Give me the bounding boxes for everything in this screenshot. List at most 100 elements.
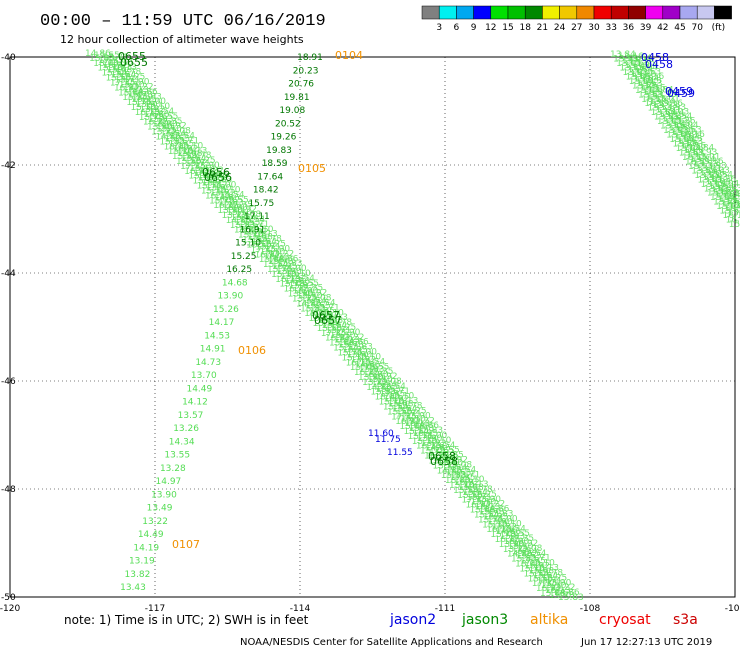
footer-agency: NOAA/NESDIS Center for Satellite Applica… xyxy=(240,637,543,648)
swh-value-pass-a: 16.92 xyxy=(255,250,281,260)
swh-value-pass-a: 16.92 xyxy=(161,122,187,132)
colorbar-swatch xyxy=(610,5,629,20)
swh-value-pass-a: 15.83 xyxy=(347,343,373,353)
colorbar-label: 45 xyxy=(674,23,685,33)
swh-value-pass-b: 20.52 xyxy=(275,119,301,129)
swh-value-pass-a: 15.08 xyxy=(235,210,261,220)
colorbar-label: 36 xyxy=(623,23,635,33)
colorbar-swatch xyxy=(628,5,646,20)
swh-value-pass-a: 13.90 xyxy=(335,328,361,338)
swh-value-pass-a: 14.86 xyxy=(144,110,170,120)
pass-time-label-jason2: 0458 xyxy=(645,58,673,71)
swh-value-pass-a: 13.90 xyxy=(276,267,302,277)
swh-value-pass-a: 15.78 xyxy=(209,196,235,206)
swh-value-pass-a: 15.10 xyxy=(529,559,555,569)
swh-value-pass-a: 15.71 xyxy=(384,387,410,397)
colorbar-label: 18 xyxy=(519,23,531,33)
swh-value-pass-b: 19.26 xyxy=(271,133,297,143)
swh-value-pass-c: 16.3 xyxy=(682,135,702,145)
swh-value-pass-c: 13.84 xyxy=(729,202,740,212)
swh-value-pass-b: 18.42 xyxy=(253,186,279,196)
swh-value-pass-a: 17.35 xyxy=(180,162,206,172)
x-tick-label: -105 xyxy=(725,604,740,614)
swh-value-pass-a: 15.54 xyxy=(169,132,195,142)
pass-time-label: 0655 xyxy=(118,50,146,63)
swh-value-pass-a: 15.78 xyxy=(420,447,446,457)
swh-value-pass-a: 14.86 xyxy=(85,49,111,59)
swh-value-pass-a: 15.71 xyxy=(197,182,223,192)
swh-value-pass-c: 13.93 xyxy=(692,148,718,158)
swh-value-pass-c: 13.93 xyxy=(660,103,686,113)
swh-value-pass-a: 17.35 xyxy=(227,200,253,210)
swh-value-pass-a: 15.08 xyxy=(317,316,343,326)
y-tick-label: -50 xyxy=(1,593,16,603)
swh-value-pass-a: 15.08 xyxy=(470,506,496,516)
swh-value-pass-a: 16.92 xyxy=(395,417,421,427)
swh-value-pass-a: 13.90 xyxy=(487,517,513,527)
swh-value-pass-b: 13.90 xyxy=(217,292,243,302)
swh-value-pass-b: 13.49 xyxy=(147,504,173,514)
swh-value-pass-a: 15.08 xyxy=(399,422,425,432)
swh-value-pass-a: 16.13 xyxy=(545,586,571,596)
swh-value-pass-c: 13.84 xyxy=(691,166,717,176)
swh-value-pass-c: 13.93 xyxy=(701,161,727,171)
legend-jason2: jason2 xyxy=(389,612,436,628)
swh-value-pass-a: 16.92 xyxy=(231,205,257,215)
swh-value-pass-c: 13.16 xyxy=(701,180,727,190)
swh-value-pass-b: 18.59 xyxy=(262,159,288,169)
swh-value-pass-a: 15.10 xyxy=(97,64,123,74)
swh-value-pass-c: 15.26 xyxy=(710,175,736,185)
swh-value-pass-a: 15.10 xyxy=(519,564,545,574)
colorbar-label: 30 xyxy=(588,23,600,33)
swh-value-pass-a: 13.90 xyxy=(264,244,290,254)
colorbar-label: 24 xyxy=(554,23,566,33)
swh-value-pass-c: 13.16 xyxy=(619,63,645,73)
swh-value-pass-c: 13.93 xyxy=(621,56,647,66)
swh-value-pass-c: 15.04 xyxy=(673,121,699,131)
swh-value-pass-a: 15.78 xyxy=(490,530,516,540)
swh-value-pass-c: 13.93 xyxy=(693,159,719,169)
swh-value-pass-a: 15.10 xyxy=(297,292,323,302)
swh-value-pass-a: 13.22 xyxy=(128,82,154,92)
swh-value-pass-a: 16.92 xyxy=(454,478,480,488)
swh-value-pass-a: 16.25 xyxy=(260,240,286,250)
swh-value-pass-a: 15.54 xyxy=(219,190,245,200)
swh-value-pass-a: 13.90 xyxy=(346,350,372,360)
swh-value-pass-a: 14.86 xyxy=(484,505,510,515)
swh-value-pass-c: 15.26 xyxy=(671,128,697,138)
swh-value-pass-a: 16.25 xyxy=(120,73,146,83)
swh-value-pass-b: 19.08 xyxy=(279,106,305,116)
swh-value-pass-a: 16.13 xyxy=(123,85,149,95)
swh-value-pass-a: 16.92 xyxy=(466,501,492,511)
swh-value-pass-c: 13.93 xyxy=(663,126,689,136)
swh-value-pass-c: 15.04 xyxy=(674,133,700,143)
swh-value-pass-a: 16.13 xyxy=(135,108,161,118)
swh-value-pass-a: 15.54 xyxy=(371,380,397,390)
swh-value-pass-a: 15.54 xyxy=(441,463,467,473)
swh-value-pass-a: 17.35 xyxy=(379,390,405,400)
swh-value-pass-a: 16.92 xyxy=(173,144,199,154)
colorbar-swatch xyxy=(645,5,664,20)
swh-value-pass-a: 15.78 xyxy=(537,568,563,578)
swh-value-pass-a: 16.13 xyxy=(322,313,348,323)
swh-value-pass-c: 15.04 xyxy=(632,63,658,73)
swh-value-pass-c: 13.01 xyxy=(657,117,683,127)
swh-value-pass-a: 15.55 xyxy=(176,157,202,167)
swh-value-pass-c: 15 xyxy=(688,162,699,172)
colorbar-swatch xyxy=(714,5,732,20)
swh-value-pass-a: 16.92 xyxy=(302,289,328,299)
swh-value-pass-c: 15.26 xyxy=(631,70,657,80)
swh-value-pass-a: 17.35 xyxy=(157,117,183,127)
swh-value-pass-a: 16.25 xyxy=(272,262,298,272)
swh-value-pass-a: 14.86 xyxy=(437,466,463,476)
colorbar-label: 70 xyxy=(691,23,703,33)
pass-time-label: 0657 xyxy=(314,314,342,327)
swh-value-pass-b: 15.25 xyxy=(231,252,257,262)
swh-value-pass-a: 17.35 xyxy=(520,557,546,567)
colorbar-swatch xyxy=(576,5,595,20)
swh-value-pass-a: 15.71 xyxy=(314,303,340,313)
swh-value-pass-a: 15.10 xyxy=(156,125,182,135)
swh-value-pass-a: 15.55 xyxy=(246,240,272,250)
swh-value-pass-a: 15.08 xyxy=(376,377,402,387)
swh-value-pass-c: 13.84 xyxy=(651,108,677,118)
